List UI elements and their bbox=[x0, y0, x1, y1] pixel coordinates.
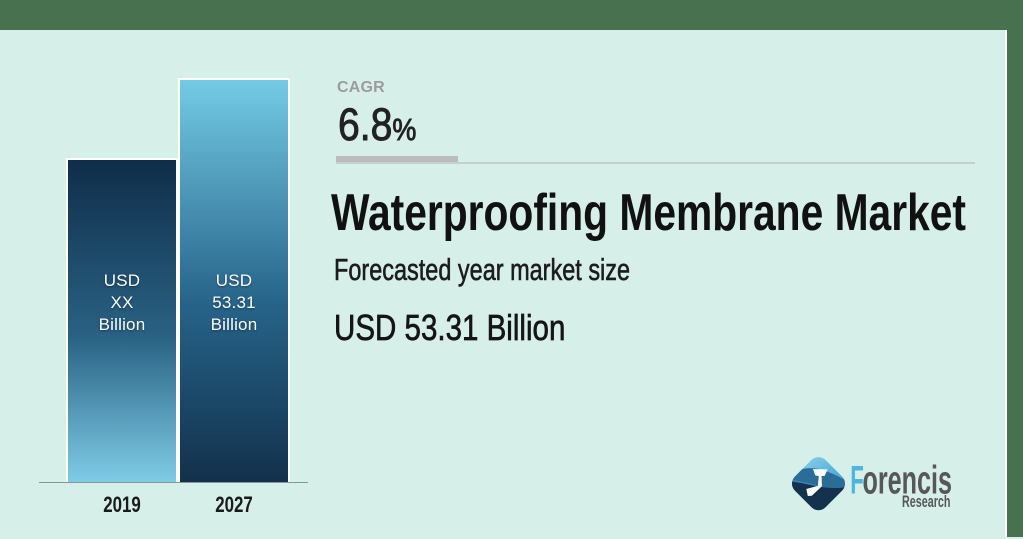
svg-text:Research: Research bbox=[902, 492, 951, 511]
svg-text:orencis: orencis bbox=[863, 458, 953, 502]
svg-text:F: F bbox=[850, 458, 864, 502]
